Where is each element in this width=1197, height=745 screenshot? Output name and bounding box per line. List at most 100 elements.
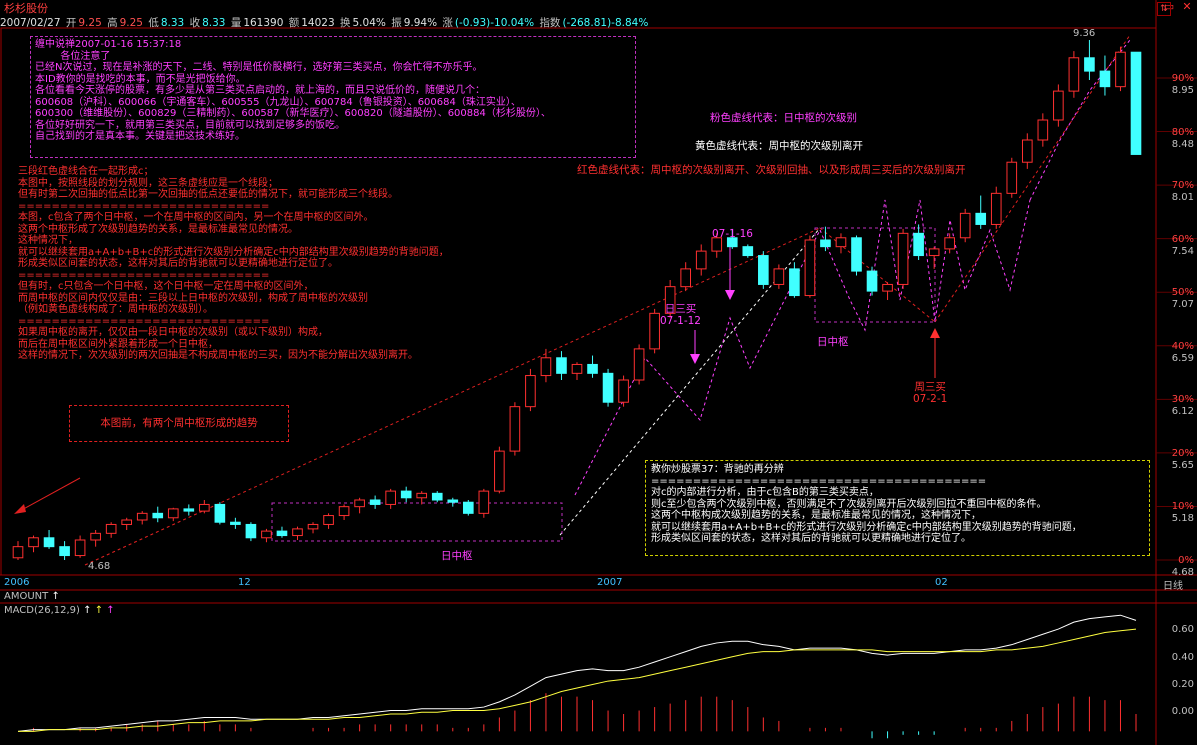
- candle-down: [230, 521, 241, 525]
- amplitude-label: 振: [391, 17, 402, 29]
- label-date-0116: 07-1-16: [712, 228, 753, 240]
- candle-down: [866, 270, 878, 292]
- price-axis-label: 6.12: [1171, 406, 1194, 418]
- pct-axis-label: 20%: [1171, 447, 1194, 459]
- candle-down: [400, 490, 412, 499]
- low-label: 低: [148, 17, 159, 29]
- candle-up: [711, 237, 723, 252]
- turnover-label: 换: [340, 17, 351, 29]
- pct-axis-label: 0%: [1178, 555, 1194, 566]
- candle-down: [758, 255, 769, 285]
- candle-down: [462, 501, 474, 514]
- day-center-box-1: [271, 502, 563, 542]
- candle-up: [28, 537, 39, 548]
- arrow-day-buy-head: [690, 354, 700, 364]
- quote-bar: 2007/02/27 开 9.25 高 9.25 低 8.33 收 8.33 量 1613…: [0, 15, 1197, 29]
- pink-zigzag-2: [819, 199, 1031, 332]
- candle-up: [944, 237, 955, 250]
- minimize-icon[interactable]: ▭: [1163, 0, 1175, 13]
- volume-label: 量: [230, 17, 242, 29]
- price-axis-label: 7.07: [1171, 299, 1194, 311]
- candle-down: [602, 372, 614, 403]
- change-label: 涨: [442, 17, 453, 29]
- candle-down: [214, 503, 226, 523]
- explanation-text: 三段红色虚线合在一起形成c； 本图中，按照线段的划分规则，这三条虚线应是一个线段…: [18, 166, 449, 361]
- close-value: 8.33: [202, 17, 226, 29]
- candle-down: [447, 499, 459, 503]
- amount-label: 额: [288, 17, 300, 29]
- price-axis-label: 6.59: [1171, 352, 1194, 364]
- candle-up: [804, 239, 816, 297]
- candle-up: [167, 508, 179, 519]
- candlestick-series: [12, 40, 1142, 560]
- candle-up: [928, 248, 940, 257]
- candle-up: [292, 528, 303, 537]
- teacher-note-box: 缠中说禅2007-01-16 15:37:18 各位注意了 已经N次说过，现在是…: [30, 36, 636, 158]
- pct-axis-label: 90%: [1171, 73, 1194, 84]
- candle-up: [897, 232, 909, 285]
- amount-indicator-label[interactable]: AMOUNT ↑: [4, 591, 60, 602]
- candle-up: [680, 268, 692, 288]
- legend-yellow: 黄色虚线代表：周中枢的次级别离开: [695, 140, 863, 152]
- label-day-center-1: 日中枢: [441, 550, 473, 562]
- trend-pointer-line: [17, 477, 81, 513]
- open-label: 开: [65, 17, 77, 29]
- high-label: 高: [107, 17, 118, 29]
- split-icon[interactable]: ⇅: [1157, 2, 1171, 16]
- candle-up: [664, 286, 676, 314]
- candle-up: [1006, 161, 1018, 194]
- candle-up: [618, 379, 629, 403]
- close-label: 收: [189, 17, 201, 29]
- pct-axis-label: 40%: [1171, 340, 1194, 352]
- candle-up: [1037, 119, 1049, 141]
- period-label[interactable]: 日线: [1163, 581, 1183, 592]
- amplitude-value: 9.94%: [403, 17, 438, 29]
- pct-axis-label: 50%: [1171, 287, 1194, 299]
- pink-zigzag-1: [574, 229, 821, 496]
- turnover-value: 5.04%: [352, 17, 386, 29]
- pct-axis-label: 60%: [1171, 233, 1194, 245]
- price-gridlines: [1156, 77, 1197, 561]
- candle-up: [540, 357, 552, 377]
- legend-red: 红色虚线代表：周中枢的次级别离开、次级别回抽、以及形成周三买后的次级别离开: [577, 164, 966, 176]
- amount-value: 14023: [301, 17, 335, 29]
- candle-up: [338, 506, 350, 517]
- macd-axis-060: 0.60: [1171, 624, 1194, 635]
- volume-value: 161390: [243, 17, 284, 29]
- macd-series: [17, 614, 1137, 739]
- close-icon[interactable]: ✕: [1182, 0, 1192, 13]
- label-high-price: 9.36: [1073, 28, 1096, 39]
- candle-up: [121, 519, 133, 525]
- candle-up: [1115, 51, 1126, 88]
- macd-axis-020: 0.20: [1171, 679, 1194, 690]
- legend-pink: 粉色虚线代表：日中枢的次级别: [710, 112, 857, 124]
- index-value: (-268.81)-8.84%: [562, 17, 649, 29]
- high-value: 9.25: [119, 17, 143, 29]
- candle-down: [369, 499, 381, 505]
- pct-axis-label: 70%: [1171, 180, 1194, 192]
- candle-down: [183, 508, 195, 512]
- macd-dea-line: [18, 628, 1137, 732]
- candle-up: [494, 450, 505, 492]
- candle-up: [136, 512, 148, 521]
- candle-up: [1053, 90, 1064, 121]
- pct-axis-label: 80%: [1171, 126, 1194, 138]
- price-axis-label: 8.95: [1171, 85, 1194, 96]
- candle-up: [416, 492, 428, 499]
- trend-note-box: 本图前，有两个周中枢形成的趋势: [69, 405, 289, 442]
- candle-up: [525, 375, 536, 408]
- candle-down: [726, 237, 738, 248]
- candle-up: [478, 490, 490, 514]
- label-low-price: 4.68: [88, 561, 111, 572]
- label-week-third-buy: 周三买 07-2-1: [913, 381, 948, 405]
- candle-up: [261, 530, 272, 539]
- price-axis-label: 7.54: [1171, 245, 1194, 257]
- candle-up: [1021, 139, 1033, 163]
- white-dashed-line: [559, 227, 821, 536]
- candle-down: [59, 546, 70, 557]
- arrow-0116-head: [725, 290, 735, 300]
- candle-up: [695, 250, 707, 270]
- macd-indicator-label[interactable]: MACD(26,12,9) ↑ ↑ ↑: [4, 605, 115, 616]
- candle-up: [1068, 57, 1080, 92]
